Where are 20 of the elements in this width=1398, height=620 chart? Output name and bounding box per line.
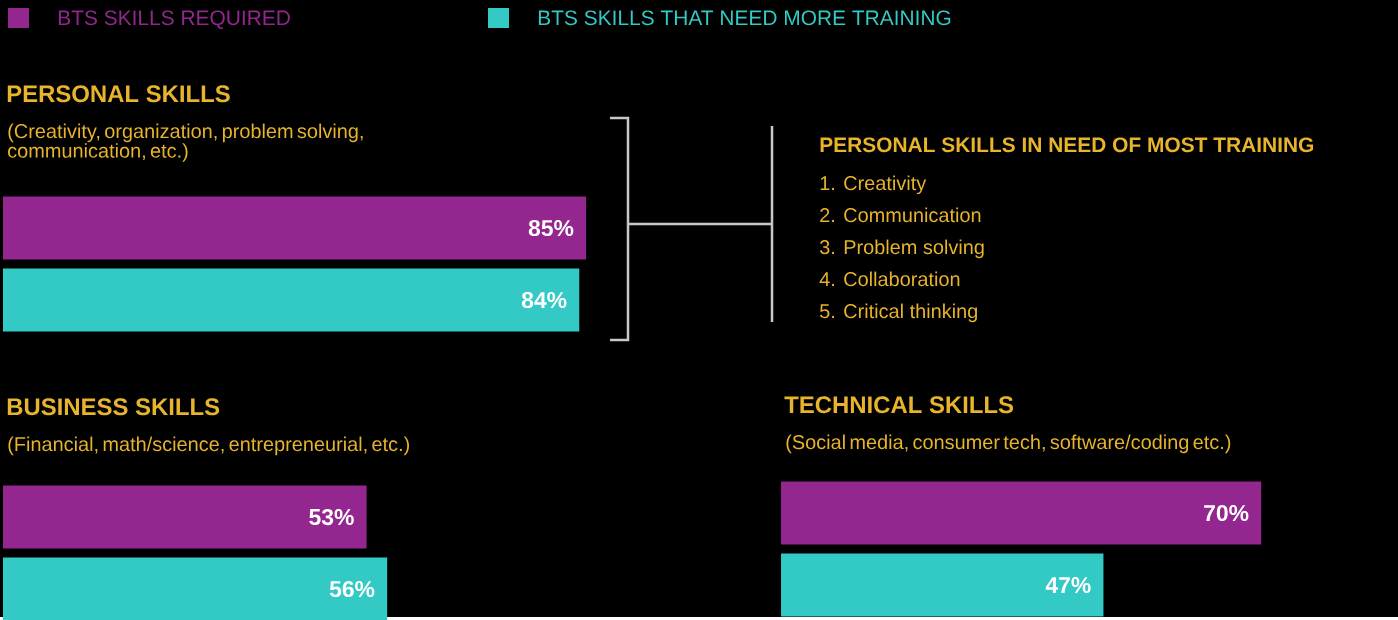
text: 1. Creativity (820, 175, 927, 194)
text: 2. Communication (820, 207, 981, 222)
chart-title: BUSINESS SKILLS (7, 398, 220, 415)
text: 4. Collaboration (819, 271, 960, 286)
legend-label: BTS SKILLS THAT NEED MORE TRAINING (538, 10, 951, 25)
data-label: 70% (1204, 504, 1249, 521)
text: PERSONAL SKILLS IN NEED OF MOST TRAINING (820, 137, 1314, 152)
legend-label: BTS SKILLS REQUIRED (58, 10, 290, 29)
data-label: 85% (528, 219, 574, 236)
data-label: 56% (329, 580, 375, 597)
data-label: 47% (1045, 576, 1091, 593)
chart-subtitle: (Creativity, organization, problem solving, communication, etc.) (8, 123, 363, 162)
text: 3. Problem solving (819, 239, 984, 258)
chart-title: PERSONAL SKILLS (7, 85, 230, 102)
text: 5. Critical thinking (820, 303, 977, 322)
chart-title: TECHNICAL SKILLS (784, 396, 1014, 413)
chart-subtitle: (Social media, consumer tech, software/coding etc.) (786, 434, 1231, 453)
chart-subtitle: (Financial, math/science, entrepreneurial, etc.) (8, 436, 410, 455)
data-label: 53% (309, 508, 354, 525)
data-label: 84% (521, 291, 567, 308)
